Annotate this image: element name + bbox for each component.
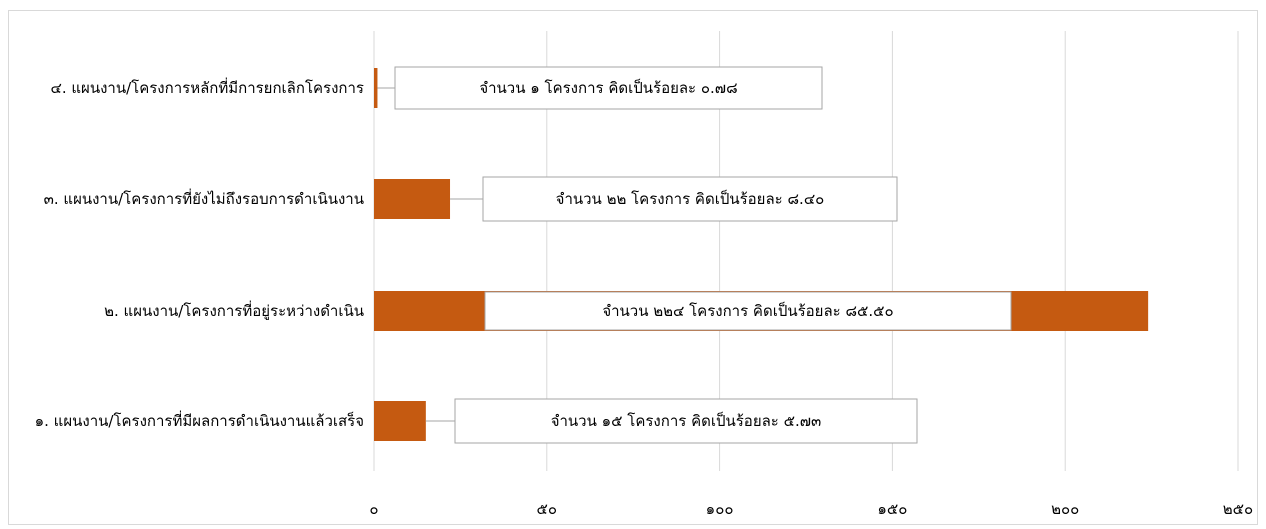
x-tick-label: ๒๐๐ [1051, 500, 1079, 518]
category-label: ๒. แผนงาน/โครงการที่อยู่ระหว่างดำเนิน [104, 300, 364, 320]
category-labels: ๑. แผนงาน/โครงการที่มีผลการดำเนินงานแล้ว… [35, 77, 364, 430]
callout-box [484, 291, 1012, 331]
bars [374, 68, 1149, 441]
bar-chart: จำนวน ๑๕ โครงการ คิดเป็นร้อยละ ๕.๗๓ จำนวน… [35, 31, 1253, 518]
data-label: จำนวน ๒๒ โครงการ คิดเป็นร้อยละ ๘.๔๐ [556, 189, 825, 208]
data-label: จำนวน ๒๒๔ โครงการ คิดเป็นร้อยละ ๘๕.๕๐ [602, 301, 893, 320]
bar [374, 179, 451, 219]
data-label: จำนวน ๑ โครงการ คิดเป็นร้อยละ ๐.๗๘ [479, 78, 737, 97]
data-callouts: จำนวน ๑๕ โครงการ คิดเป็นร้อยละ ๕.๗๓ จำนวน… [377, 66, 1012, 444]
x-tick-label: ๕๐ [537, 500, 558, 518]
bar [374, 401, 426, 441]
x-tick-label: ๑๐๐ [706, 500, 734, 518]
callout-box [482, 176, 898, 222]
data-label: จำนวน ๑๕ โครงการ คิดเป็นร้อยละ ๕.๗๓ [551, 411, 822, 430]
category-label: ๑. แผนงาน/โครงการที่มีผลการดำเนินงานแล้ว… [35, 410, 364, 430]
chart-frame: จำนวน ๑๕ โครงการ คิดเป็นร้อยละ ๕.๗๓ จำนวน… [8, 10, 1258, 525]
callout-box [394, 66, 823, 110]
x-axis-tick-labels: ๐ ๕๐ ๑๐๐ ๑๕๐ ๒๐๐ ๒๕๐ [369, 500, 1253, 518]
category-label: ๓. แผนงาน/โครงการที่ยังไม่ถึงรอบการดำเนิ… [44, 188, 364, 208]
x-tick-label: ๑๕๐ [877, 500, 907, 518]
x-tick-label: ๒๕๐ [1223, 500, 1253, 518]
bar [374, 68, 378, 108]
x-tick-label: ๐ [369, 500, 378, 518]
callout-box [454, 398, 918, 444]
category-label: ๔. แผนงาน/โครงการหลักที่มีการยกเลิกโครงก… [51, 77, 365, 97]
